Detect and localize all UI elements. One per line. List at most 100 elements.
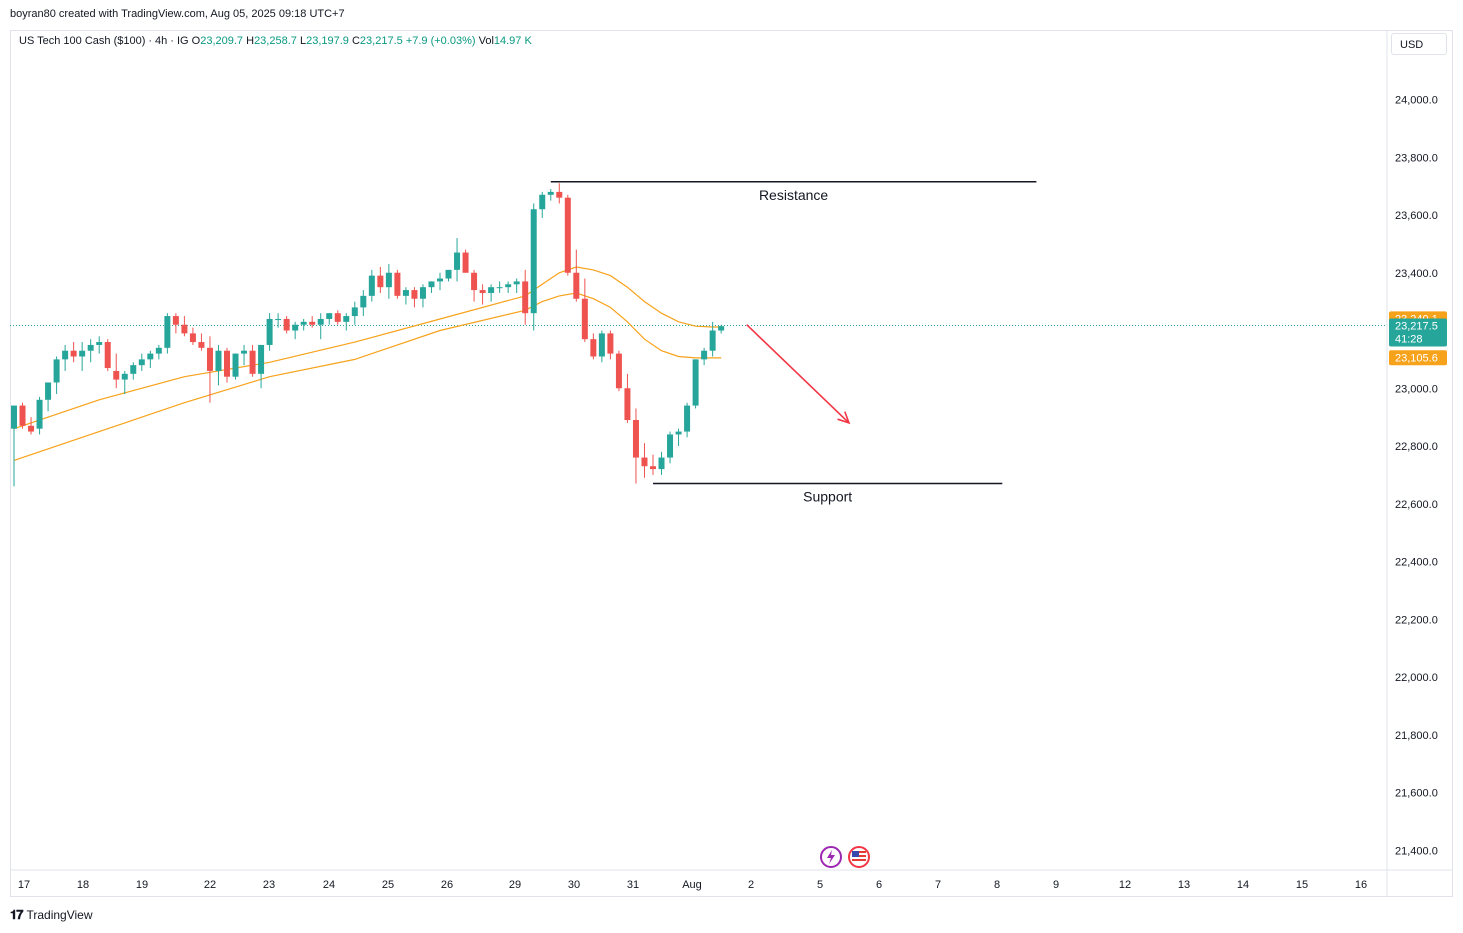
candle-body	[181, 324, 188, 334]
y-tick-label: 22,600.0	[1395, 499, 1438, 511]
x-tick-label: 8	[994, 879, 1000, 891]
candle-body	[87, 344, 94, 351]
y-tick-label: 23,400.0	[1395, 268, 1438, 280]
candle-body	[598, 333, 605, 357]
candle-body	[377, 275, 384, 288]
x-tick-label: 16	[1355, 879, 1367, 891]
candle-body	[113, 370, 120, 380]
y-tick-label: 22,400.0	[1395, 557, 1438, 569]
x-tick-label: 31	[627, 879, 639, 891]
x-tick-label: Aug	[682, 879, 702, 891]
candle-body	[632, 420, 639, 458]
candle-body	[428, 281, 435, 288]
candle-body	[454, 252, 461, 270]
legend-close-label: C	[351, 35, 360, 47]
y-tick-label: 23,000.0	[1395, 383, 1438, 395]
candle-body	[471, 272, 478, 291]
candle-body	[164, 316, 171, 348]
x-tick-label: 13	[1178, 879, 1190, 891]
candle-body	[292, 324, 299, 331]
candle-body	[155, 347, 162, 354]
y-tick-label: 23,600.0	[1395, 210, 1438, 222]
candle-body	[624, 388, 631, 421]
legend-vol-label: Vol	[478, 35, 494, 47]
candle-body	[573, 272, 580, 299]
us-flag-icon[interactable]	[848, 846, 870, 868]
candle-body	[138, 359, 145, 366]
candle-body	[334, 313, 341, 322]
candle-body	[718, 326, 725, 331]
candle-body	[232, 353, 239, 377]
candle-body	[667, 434, 674, 458]
candle-body	[488, 287, 495, 293]
resistance-label: Resistance	[759, 187, 828, 203]
y-tick-label: 22,800.0	[1395, 441, 1438, 453]
y-tick-label: 21,800.0	[1395, 730, 1438, 742]
candle-body	[258, 344, 265, 374]
candle-body	[445, 269, 452, 279]
candle-body	[530, 209, 537, 314]
candle-body	[556, 191, 563, 198]
legend-exchange: IG	[176, 35, 189, 47]
candle-body	[692, 359, 699, 406]
candle-body	[462, 252, 469, 273]
x-tick-label: 7	[935, 879, 941, 891]
legend-interval: 4h	[155, 35, 168, 47]
candle-body	[266, 318, 273, 345]
legend-open: 23,209.7	[200, 35, 244, 47]
x-tick-label: 30	[568, 879, 580, 891]
legend-open-label: O	[191, 35, 201, 47]
legend-symbol: US Tech 100 Cash ($100)	[19, 35, 146, 47]
candle-body	[104, 342, 111, 369]
tradingview-logo-icon: 𝟏𝟕	[10, 907, 24, 922]
candle-body	[28, 425, 35, 432]
candle-body	[79, 350, 86, 357]
attribution-text: boyran80 created with TradingView.com, A…	[10, 8, 345, 20]
candle-body	[130, 365, 137, 374]
projection-arrow-head	[837, 411, 851, 425]
x-tick-label: 25	[382, 879, 394, 891]
candle-body	[11, 405, 17, 429]
candle-body	[539, 194, 546, 210]
legend-vol: 14.97 K	[493, 35, 532, 47]
support-label: Support	[803, 489, 852, 505]
x-tick-label: 18	[77, 879, 89, 891]
lightning-icon[interactable]	[820, 846, 842, 868]
candle-body	[615, 353, 622, 389]
legend-high-label: H	[246, 35, 255, 47]
candle-body	[45, 382, 52, 400]
candle-body	[172, 316, 179, 325]
candle-body	[385, 272, 392, 288]
candle-body	[309, 321, 316, 325]
candle-body	[419, 287, 426, 299]
x-tick-label: 14	[1237, 879, 1249, 891]
candle-body	[189, 333, 196, 343]
x-tick-label: 24	[323, 879, 335, 891]
candle-body	[590, 339, 597, 357]
ohlc-legend: US Tech 100 Cash ($100) · 4h · IG O23,209.7 …	[19, 35, 532, 47]
last-price-tag-text: 23,217.5	[1395, 320, 1438, 332]
candle-body	[326, 313, 333, 319]
chart-frame	[10, 30, 1453, 897]
candle-body	[564, 197, 571, 273]
legend-close: 23,217.5	[359, 35, 403, 47]
y-tick-label: 24,000.0	[1395, 95, 1438, 107]
ma-lower-tag	[1389, 350, 1447, 366]
projection-arrow	[746, 324, 850, 424]
footer-brand: 𝟏𝟕 TradingView	[10, 907, 93, 923]
candle-body	[641, 457, 648, 467]
currency-selector[interactable]: USD	[1391, 33, 1447, 55]
candle-body	[147, 353, 154, 360]
candle-body	[547, 191, 554, 195]
candle-body	[62, 350, 69, 360]
x-tick-label: 17	[18, 879, 30, 891]
legend-change: +7.9 (+0.03%)	[405, 35, 476, 47]
candle-body	[411, 290, 418, 299]
ema-fast-line	[13, 266, 722, 430]
y-tick-label: 21,400.0	[1395, 845, 1438, 857]
candle-body	[368, 275, 375, 296]
candle-body	[581, 298, 588, 340]
candle-body	[206, 347, 213, 371]
candle-body	[658, 457, 665, 470]
